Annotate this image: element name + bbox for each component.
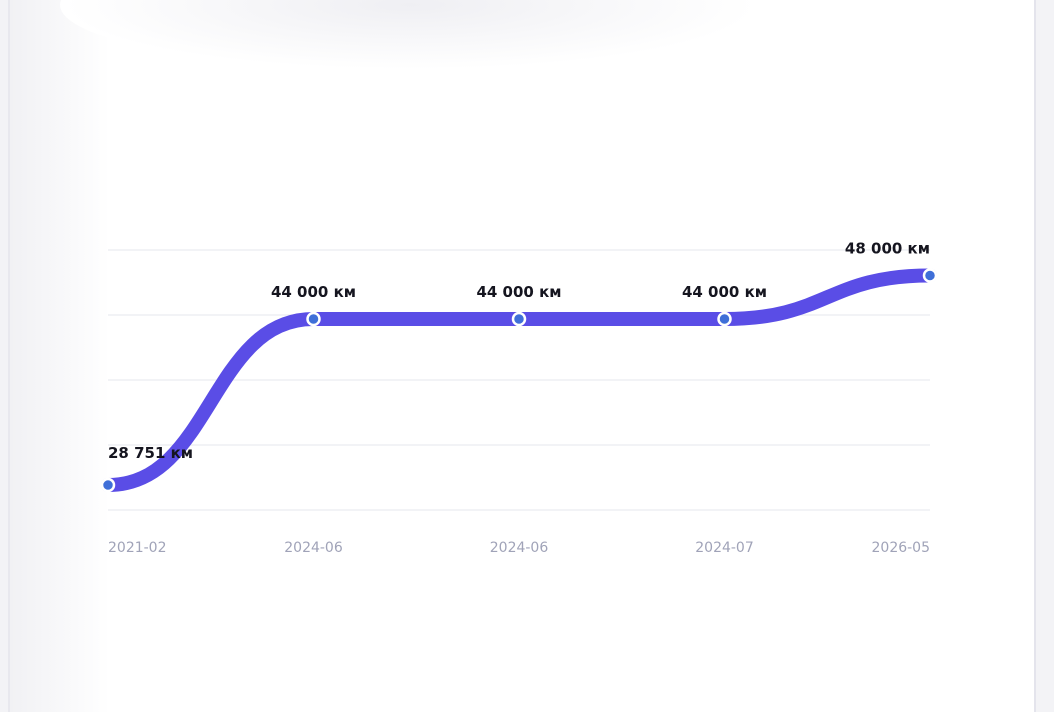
line [101, 268, 937, 493]
value-label: 44 000 км [476, 283, 561, 301]
x-tick-label: 2021-02 [108, 540, 167, 556]
point [100, 477, 116, 493]
point [922, 268, 938, 283]
point [306, 311, 321, 327]
x-tick-label: 2024-06 [284, 540, 343, 556]
point [717, 311, 732, 327]
shade [10, 0, 110, 712]
card [8, 0, 1036, 712]
value-label: 44 000 км [271, 283, 356, 301]
x-tick-label: 2024-07 [695, 540, 754, 556]
value-label: 44 000 км [682, 283, 767, 301]
x-tick-label: 2024-06 [490, 540, 549, 556]
value-label: 28 751 км [108, 444, 193, 462]
point [511, 311, 527, 327]
value-label: 48 000 км [845, 239, 930, 257]
x-tick-label: 2026-05 [872, 540, 931, 556]
